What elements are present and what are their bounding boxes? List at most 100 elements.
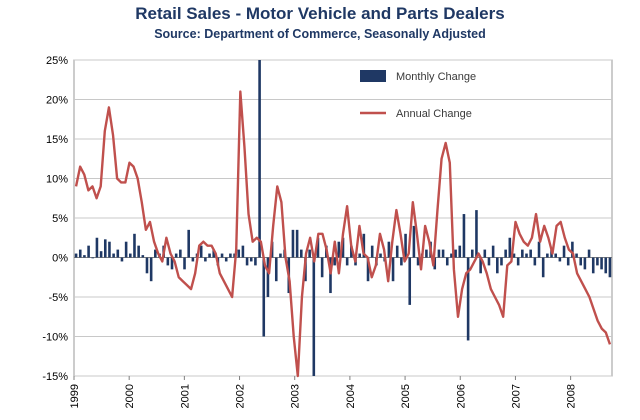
monthly-change-bar bbox=[316, 237, 320, 258]
monthly-change-bar bbox=[462, 214, 466, 258]
monthly-change-bar bbox=[521, 249, 524, 258]
monthly-change-bar bbox=[400, 257, 403, 266]
monthly-change-bar bbox=[74, 253, 78, 258]
monthly-change-bar bbox=[466, 257, 470, 341]
monthly-change-bar bbox=[249, 257, 253, 262]
monthly-change-bar bbox=[108, 241, 111, 258]
monthly-change-bar bbox=[337, 241, 341, 258]
monthly-change-bar bbox=[412, 225, 416, 258]
monthly-change-bar bbox=[274, 257, 278, 282]
monthly-change-bar bbox=[329, 257, 332, 294]
y-tick-label: 15% bbox=[46, 134, 68, 146]
monthly-change-bar bbox=[83, 255, 86, 258]
monthly-change-bar bbox=[333, 257, 336, 266]
monthly-change-bar bbox=[204, 257, 207, 262]
monthly-change-bar bbox=[475, 210, 478, 258]
monthly-change-bar bbox=[320, 257, 324, 278]
monthly-change-bar bbox=[571, 241, 574, 258]
monthly-change-bar bbox=[370, 245, 374, 258]
monthly-change-bar bbox=[199, 245, 203, 258]
annual-change-line bbox=[74, 90, 612, 378]
monthly-change-bar bbox=[562, 245, 566, 258]
y-tick-label: -10% bbox=[42, 332, 68, 344]
monthly-change-bar bbox=[566, 257, 570, 266]
monthly-change-bar bbox=[141, 255, 145, 258]
monthly-change-bar bbox=[149, 257, 153, 282]
y-tick-label: -15% bbox=[42, 371, 68, 383]
monthly-change-bar bbox=[116, 249, 120, 258]
monthly-change-bar bbox=[312, 257, 316, 376]
monthly-change-bar bbox=[350, 245, 353, 258]
monthly-change-bar bbox=[220, 253, 224, 258]
monthly-change-bar bbox=[212, 249, 216, 258]
monthly-change-bar bbox=[546, 253, 549, 258]
monthly-change-bar bbox=[395, 245, 399, 258]
monthly-change-bar bbox=[408, 257, 412, 305]
chart-title: Retail Sales - Motor Vehicle and Parts D… bbox=[135, 4, 505, 23]
monthly-change-bar bbox=[608, 257, 612, 278]
monthly-change-bar bbox=[391, 257, 395, 282]
monthly-change-bar bbox=[87, 245, 90, 258]
monthly-change-bar bbox=[479, 257, 482, 274]
y-tick-label: 20% bbox=[46, 95, 68, 107]
monthly-change-bar bbox=[291, 229, 295, 258]
monthly-change-bar bbox=[78, 249, 82, 258]
monthly-change-bar bbox=[103, 239, 107, 258]
x-tick-label: 2003 bbox=[290, 384, 302, 408]
monthly-change-bar bbox=[433, 257, 437, 270]
monthly-change-bar bbox=[208, 253, 211, 258]
x-tick-label: 2005 bbox=[400, 384, 412, 408]
monthly-change-bar bbox=[537, 241, 541, 258]
y-tick-label: 0% bbox=[52, 253, 68, 265]
monthly-change-bar bbox=[387, 241, 391, 258]
monthly-change-bar bbox=[179, 249, 182, 258]
monthly-change-bar bbox=[454, 249, 457, 258]
monthly-change-bar bbox=[483, 249, 487, 258]
monthly-change-bar bbox=[596, 257, 599, 266]
chart-subtitle: Source: Department of Commerce, Seasonal… bbox=[154, 27, 486, 41]
monthly-change-bar bbox=[358, 253, 361, 258]
monthly-change-bar bbox=[174, 253, 178, 258]
y-tick-label: 25% bbox=[46, 55, 68, 67]
monthly-change-bar bbox=[450, 253, 453, 258]
monthly-change-bar bbox=[579, 257, 583, 266]
monthly-change-bar bbox=[554, 253, 557, 258]
monthly-change-bar bbox=[379, 253, 382, 258]
monthly-change-bar bbox=[91, 257, 95, 259]
x-tick-label: 2000 bbox=[124, 384, 136, 408]
monthly-change-bar bbox=[295, 229, 299, 258]
monthly-change-bar bbox=[575, 253, 578, 258]
monthly-change-bar bbox=[345, 257, 349, 266]
monthly-change-bar bbox=[587, 249, 591, 258]
monthly-change-bar bbox=[470, 249, 474, 258]
monthly-change-bar bbox=[245, 257, 249, 266]
monthly-change-bar bbox=[508, 237, 512, 258]
monthly-change-bar bbox=[258, 60, 261, 258]
monthly-change-bar bbox=[95, 237, 99, 258]
monthly-change-bar bbox=[237, 249, 241, 258]
monthly-change-bar bbox=[308, 249, 311, 258]
x-tick-label: 2004 bbox=[345, 384, 357, 408]
x-tick-label: 2007 bbox=[510, 384, 522, 408]
monthly-change-bar bbox=[604, 257, 608, 274]
monthly-change-bar bbox=[600, 257, 603, 270]
monthly-change-bar bbox=[166, 257, 170, 266]
monthly-change-bar bbox=[491, 245, 495, 258]
monthly-change-bar bbox=[170, 257, 174, 270]
monthly-change-bar bbox=[133, 233, 136, 258]
monthly-change-bar bbox=[266, 257, 270, 297]
monthly-change-bar bbox=[500, 257, 503, 266]
monthly-change-bar bbox=[241, 245, 245, 258]
monthly-change-bar bbox=[445, 257, 449, 266]
y-tick-label: -5% bbox=[48, 292, 68, 304]
monthly-change-bar bbox=[404, 233, 407, 258]
monthly-change-bar bbox=[254, 257, 257, 266]
monthly-change-bar bbox=[516, 257, 520, 266]
monthly-change-bar bbox=[541, 257, 545, 278]
monthly-change-bar bbox=[362, 233, 366, 258]
monthly-change-bar bbox=[120, 257, 124, 262]
legend-monthly-swatch bbox=[360, 70, 386, 82]
monthly-change-bar bbox=[512, 253, 516, 258]
monthly-change-bar bbox=[187, 229, 190, 258]
